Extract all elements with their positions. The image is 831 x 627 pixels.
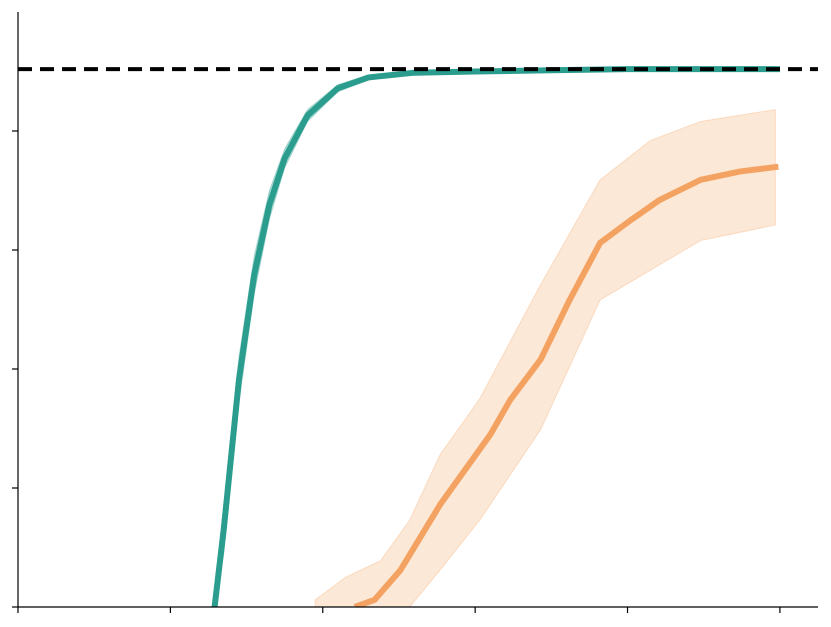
series-line (353, 163, 779, 607)
plot-area (18, 66, 818, 607)
series-line (211, 66, 780, 607)
band (314, 108, 776, 607)
